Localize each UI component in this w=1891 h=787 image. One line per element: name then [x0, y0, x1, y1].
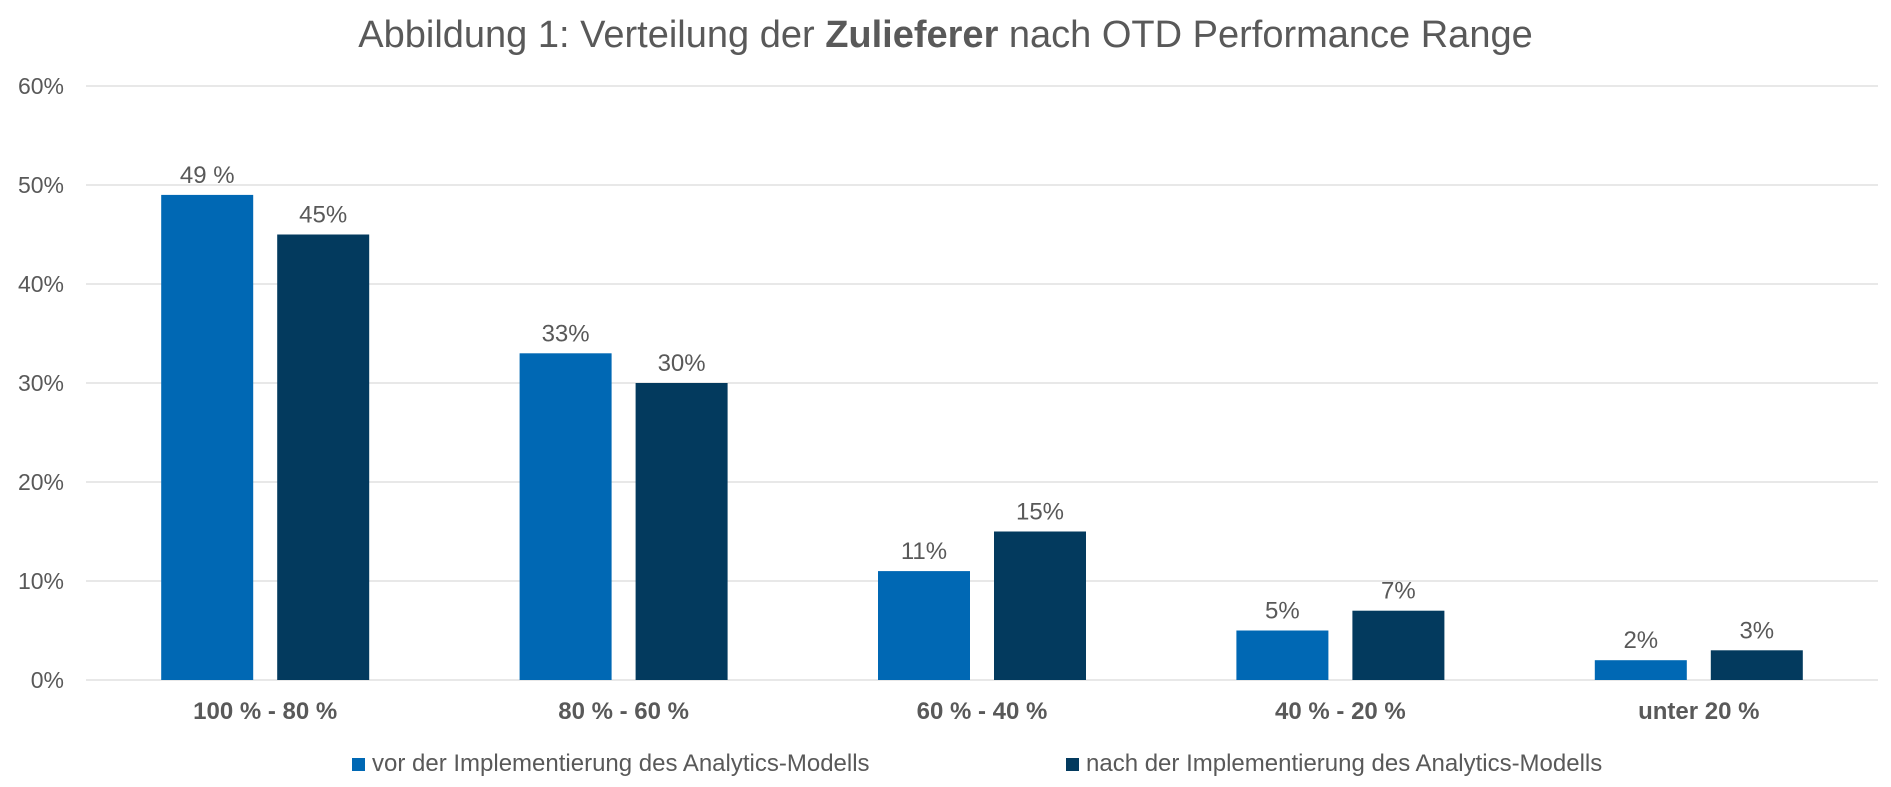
- legend-label-series1: vor der Implementierung des Analytics-Mo…: [372, 750, 870, 777]
- data-label: 11%: [901, 538, 947, 565]
- data-label: 15%: [1016, 499, 1064, 526]
- x-tick-label: unter 20 %: [1638, 698, 1759, 725]
- legend-item-series1: vor der Implementierung des Analytics-Mo…: [352, 750, 870, 778]
- bar: [277, 234, 370, 680]
- y-tick-label: 40%: [18, 271, 64, 297]
- data-label: 5%: [1265, 598, 1300, 625]
- data-label: 3%: [1739, 617, 1774, 644]
- legend-label-series2: nach der Implementierung des Analytics-M…: [1086, 750, 1603, 777]
- y-tick-label: 30%: [18, 370, 64, 396]
- x-tick-label: 60 % - 40 %: [917, 698, 1048, 725]
- chart-title-bold: Zulieferer: [825, 14, 999, 56]
- chart-title: Abbildung 1: Verteilung der Zulieferer n…: [0, 14, 1891, 57]
- bar: [161, 194, 254, 680]
- data-label: 49 %: [180, 162, 235, 189]
- data-label: 7%: [1381, 578, 1416, 605]
- data-label: 45%: [299, 202, 347, 229]
- bar: [1594, 660, 1687, 680]
- bar: [1236, 630, 1329, 680]
- x-tick-label: 80 % - 60 %: [558, 698, 689, 725]
- y-tick-label: 10%: [18, 568, 64, 594]
- legend: vor der Implementierung des Analytics-Mo…: [0, 750, 1891, 784]
- x-tick-label: 40 % - 20 %: [1275, 698, 1406, 725]
- x-tick-label: 100 % - 80 %: [193, 698, 337, 725]
- y-tick-label: 0%: [31, 667, 64, 693]
- bar: [994, 531, 1086, 680]
- data-label: 30%: [658, 350, 706, 377]
- legend-item-series2: nach der Implementierung des Analytics-M…: [1066, 750, 1602, 778]
- bar: [635, 383, 728, 680]
- bar: [878, 571, 970, 680]
- y-tick-label: 20%: [18, 469, 64, 495]
- bar: [519, 353, 612, 680]
- bar: [1352, 610, 1445, 680]
- y-tick-label: 50%: [18, 172, 64, 198]
- legend-swatch-series2: [1066, 757, 1079, 771]
- chart-title-part2: nach OTD Performance Range: [998, 14, 1533, 56]
- data-label: 2%: [1623, 627, 1658, 654]
- y-tick-label: 60%: [18, 73, 64, 99]
- data-label: 33%: [542, 320, 590, 347]
- legend-swatch-series1: [352, 757, 365, 771]
- chart-title-part1: Abbildung 1: Verteilung der: [358, 14, 826, 56]
- bar: [1710, 650, 1803, 680]
